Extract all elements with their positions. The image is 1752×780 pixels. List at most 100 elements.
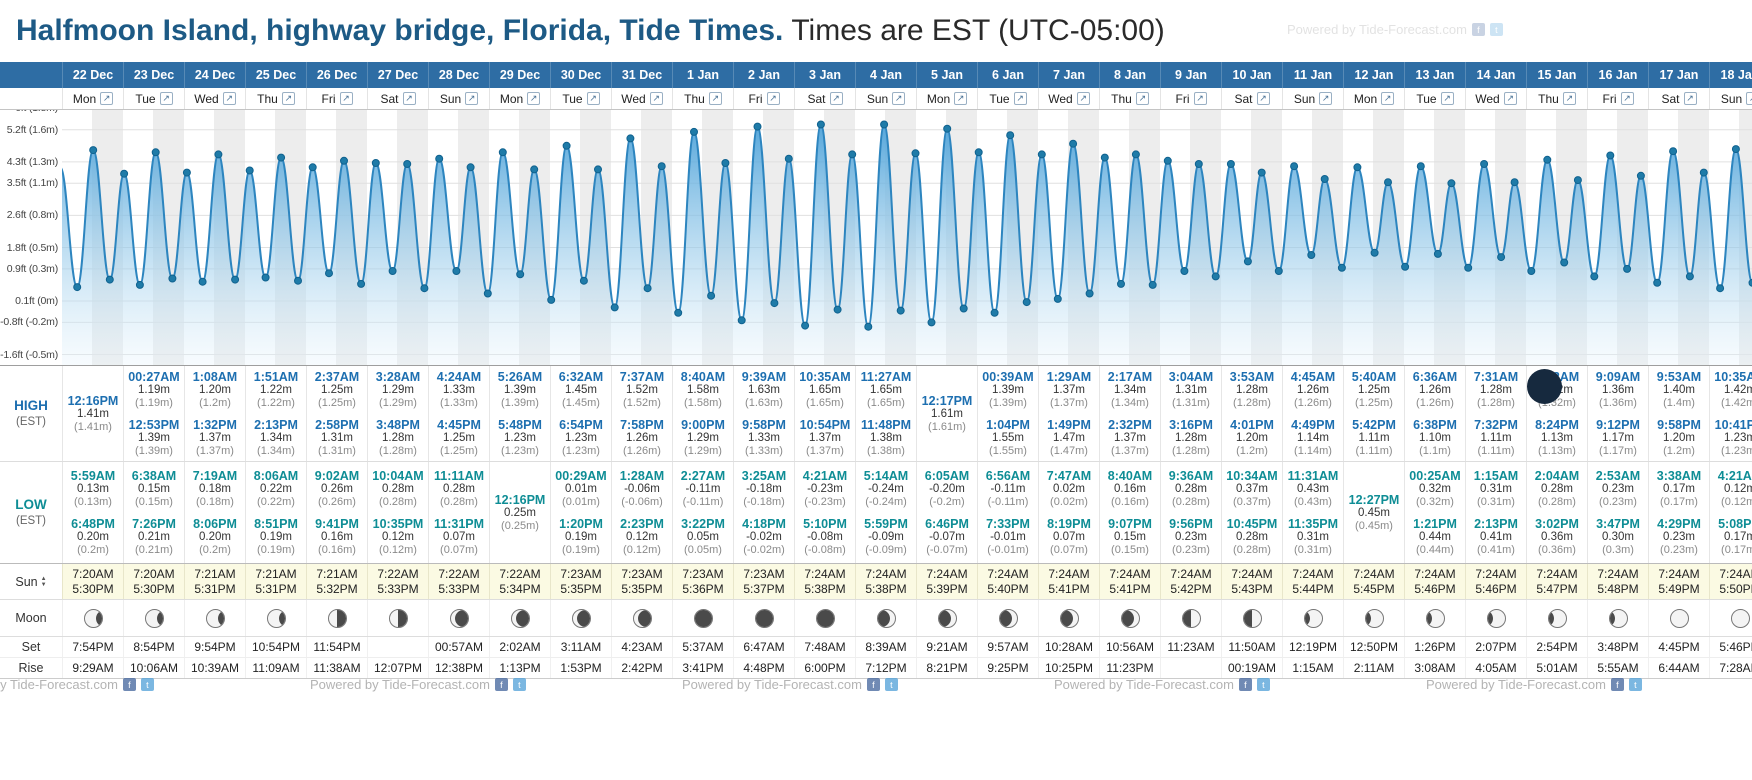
y-axis-tick: 4.3ft (1.3m) [6, 155, 58, 168]
facebook-icon[interactable]: f [1238, 678, 1252, 691]
moonset-time-cell: 1:26PM [1404, 637, 1465, 657]
tide-point [1573, 176, 1582, 185]
facebook-icon[interactable]: f [866, 678, 880, 691]
tide-high-entry: 6:32AM 1.45m (1.45m) [551, 366, 611, 414]
external-link-icon[interactable]: ↗ [1620, 92, 1634, 105]
high-tide-entries: 7:37AM 1.52m (1.52m) 7:58PM 1.26m (1.26m) [612, 366, 672, 461]
high-tide-cell: 9:09AM 1.36m (1.36m) 9:12PM 1.17m (1.17m) [1587, 366, 1648, 461]
moon-phase-icon [1242, 608, 1262, 628]
tide-point [643, 284, 652, 293]
external-link-icon[interactable]: ↗ [159, 92, 173, 105]
external-link-icon[interactable]: ↗ [1683, 92, 1697, 105]
weekday-cell: Mon ↗ [1343, 88, 1404, 109]
tide-high-height: 1.22m [260, 384, 292, 397]
external-link-icon[interactable]: ↗ [1135, 92, 1149, 105]
tide-low-entry: 7:33PM -0.01m (-0.01m) [978, 513, 1038, 561]
date-cell: 9 Jan [1160, 62, 1221, 88]
external-link-icon[interactable]: ↗ [829, 92, 843, 105]
twitter-icon[interactable]: t [512, 678, 526, 691]
tide-high-entry: 1:08AM 1.20m (1.2m) [185, 366, 245, 414]
floating-circle-button[interactable] [1527, 369, 1562, 404]
external-link-icon[interactable]: ↗ [954, 92, 968, 105]
tide-high-time: 4:01PM [1230, 417, 1274, 432]
external-link-icon[interactable]: ↗ [465, 92, 479, 105]
twitter-icon[interactable]: t [884, 678, 898, 691]
twitter-icon[interactable]: t [140, 678, 154, 691]
facebook-icon[interactable]: f [122, 678, 136, 691]
twitter-icon[interactable]: t [1256, 678, 1270, 691]
tide-low-height: 0.17m [1663, 482, 1695, 495]
moonset-time-cell: 9:54PM [184, 637, 245, 657]
sunrise-time: 7:24AM [1292, 566, 1334, 581]
tide-point [168, 274, 177, 283]
tide-low-time: 1:20PM [559, 516, 603, 531]
external-link-icon[interactable]: ↗ [339, 92, 353, 105]
external-link-icon[interactable]: ↗ [1193, 92, 1207, 105]
twitter-icon[interactable]: t [1628, 678, 1642, 691]
tide-point [371, 159, 380, 167]
external-link-icon[interactable]: ↗ [1746, 92, 1752, 105]
twitter-icon[interactable]: t [1489, 23, 1503, 36]
external-link-icon[interactable]: ↗ [1076, 92, 1090, 105]
tide-point [1636, 171, 1645, 180]
facebook-icon[interactable]: f [1471, 23, 1485, 36]
tide-high-height-alt: (1.29m) [684, 444, 722, 457]
external-link-icon[interactable]: ↗ [281, 92, 295, 105]
external-link-icon[interactable]: ↗ [766, 92, 780, 105]
tide-high-entry: 1:32PM 1.37m (1.37m) [185, 414, 245, 462]
sun-times-cell: 7:24AM 5:47PM [1526, 564, 1587, 599]
sun-label: Sun [15, 574, 38, 589]
moon-cell [428, 600, 489, 636]
high-tide-entries: 9:09AM 1.36m (1.36m) 9:12PM 1.17m (1.17m) [1588, 366, 1648, 461]
external-link-icon[interactable]: ↗ [402, 92, 416, 105]
moon-phase-icon [1486, 608, 1506, 628]
tide-point [182, 168, 191, 177]
high-tide-entries: 7:31AM 1.28m (1.28m) 7:32PM 1.11m (1.11m) [1466, 366, 1526, 461]
tide-low-time: 6:46PM [925, 516, 969, 531]
facebook-icon[interactable]: f [1610, 678, 1624, 691]
sunrise-time: 7:23AM [560, 566, 602, 581]
tide-high-height: 1.33m [443, 384, 475, 397]
tide-low-entry: 8:40AM 0.16m (0.16m) [1100, 465, 1160, 513]
tide-point [1226, 160, 1235, 168]
moon-phase-icon [327, 608, 347, 628]
external-link-icon[interactable]: ↗ [222, 92, 236, 105]
high-est-text: (EST) [15, 415, 47, 428]
tide-high-height-alt: (1.39m) [135, 444, 173, 457]
external-link-icon[interactable]: ↗ [1503, 92, 1517, 105]
moon-cell [123, 600, 184, 636]
tide-high-entry: 5:26AM 1.39m (1.39m) [490, 366, 550, 414]
tide-high-height-alt: (1.37m) [196, 444, 234, 457]
tide-high-time: 10:41PM [1714, 417, 1752, 432]
tide-high-height: 1.25m [321, 384, 353, 397]
external-link-icon[interactable]: ↗ [1256, 92, 1270, 105]
sunset-time: 5:34PM [499, 581, 541, 596]
low-label-text: LOW [15, 496, 47, 512]
low-tide-cell: 6:38AM 0.15m (0.15m) 7:26PM 0.21m (0.21m) [123, 462, 184, 563]
tide-low-height-alt: (0.02m) [1050, 495, 1088, 508]
external-link-icon[interactable]: ↗ [1381, 92, 1395, 105]
low-tide-cell: 10:34AM 0.37m (0.37m) 10:45PM 0.28m (0.28m) [1221, 462, 1282, 563]
external-link-icon[interactable]: ↗ [1013, 92, 1027, 105]
tide-point [610, 303, 619, 312]
tide-low-height: 0.28m [1541, 482, 1573, 495]
external-link-icon[interactable]: ↗ [586, 92, 600, 105]
tide-point [294, 276, 302, 285]
external-link-icon[interactable]: ↗ [892, 92, 906, 105]
external-link-icon[interactable]: ↗ [100, 92, 114, 105]
external-link-icon[interactable]: ↗ [708, 92, 722, 105]
external-link-icon[interactable]: ↗ [527, 92, 541, 105]
moonset-label: Set [21, 640, 41, 654]
tide-point [89, 146, 98, 155]
moonset-time-cell: 3:48PM [1587, 637, 1648, 657]
external-link-icon[interactable]: ↗ [1562, 92, 1576, 105]
external-link-icon[interactable]: ↗ [649, 92, 663, 105]
facebook-icon[interactable]: f [494, 678, 508, 691]
high-tide-label: HIGH (EST) [0, 366, 62, 461]
low-tide-cell: 9:02AM 0.26m (0.26m) 9:41PM 0.16m (0.16m) [306, 462, 367, 563]
external-link-icon[interactable]: ↗ [1440, 92, 1454, 105]
tide-high-entry: 9:53AM 1.40m (1.4m) [1649, 366, 1709, 414]
external-link-icon[interactable]: ↗ [1319, 92, 1333, 105]
tide-point [483, 289, 492, 298]
sunrise-time: 7:24AM [1048, 566, 1090, 581]
